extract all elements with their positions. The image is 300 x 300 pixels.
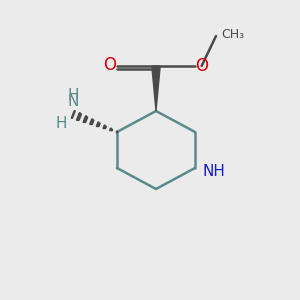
Text: H: H [56,116,67,130]
Text: NH: NH [202,164,225,178]
Polygon shape [152,66,160,111]
Text: N: N [68,94,79,110]
Text: H: H [68,88,79,103]
Text: CH₃: CH₃ [221,28,244,41]
Text: O: O [195,57,208,75]
Text: O: O [103,56,116,74]
